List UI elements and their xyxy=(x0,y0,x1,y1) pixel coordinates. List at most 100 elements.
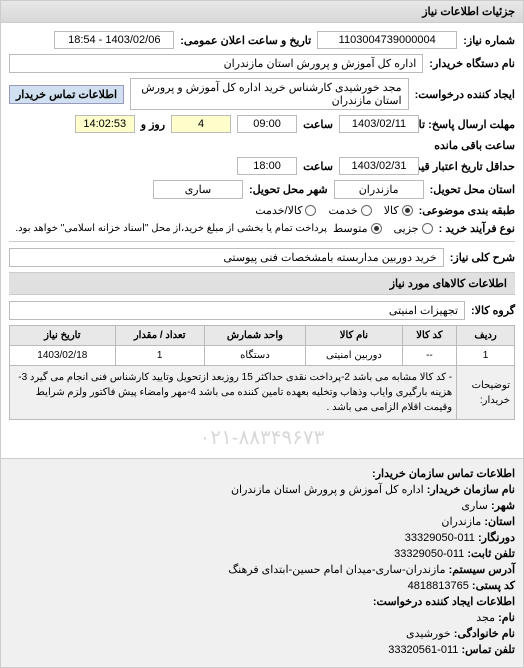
req-title-label: اطلاعات ایجاد کننده درخواست: xyxy=(373,596,515,608)
row-group: گروه کالا: تجهیزات امنیتی xyxy=(9,301,515,320)
deadline-date: 1403/02/11 xyxy=(339,115,419,133)
cell-unit: دستگاه xyxy=(204,346,305,366)
contact-fax-label: دورنگار: xyxy=(478,532,515,544)
deadline-label: مهلت ارسال پاسخ: تا تاریخ: xyxy=(425,118,515,131)
contact-province-label: استان: xyxy=(484,516,515,528)
contact-org-value: اداره کل آموزش و پرورش استان مازندران xyxy=(231,484,424,496)
req-surname-value: خورشیدی xyxy=(406,628,451,640)
cell-date: 1403/02/18 xyxy=(10,346,116,366)
number-value: 1103004739000004 xyxy=(317,31,457,49)
group-label: گروه کالا: xyxy=(471,304,515,317)
col-row: ردیف xyxy=(457,326,515,346)
contact-title: اطلاعات تماس سازمان خریدار: xyxy=(9,467,515,480)
row-buyer-org: نام دستگاه خریدار: اداره کل آموزش و پرور… xyxy=(9,54,515,73)
row-procurement: نوع فرآیند خرید : جزیی متوسط پرداخت تمام… xyxy=(9,222,515,235)
divider-1 xyxy=(9,241,515,242)
procurement-note: پرداخت تمام یا بخشی از مبلغ خرید،از محل … xyxy=(15,223,327,234)
items-table: ردیف کد کالا نام کالا واحد شمارش تعداد /… xyxy=(9,325,515,420)
radio-partial[interactable]: جزیی xyxy=(394,222,433,235)
deadline-time: 09:00 xyxy=(237,115,297,133)
col-qty: تعداد / مقدار xyxy=(115,326,204,346)
contact-org-label: نام سازمان خریدار: xyxy=(427,484,515,496)
category-label: طبقه بندی موضوعی: xyxy=(419,204,515,217)
req-name: نام: مجد xyxy=(9,611,515,624)
details-panel: جزئیات اطلاعات نیاز شماره نیاز: 11030047… xyxy=(0,0,524,668)
row-category: طبقه بندی موضوعی: کالا خدمت کالا/خدمت xyxy=(9,204,515,217)
radio-goods[interactable]: کالا xyxy=(384,204,413,217)
contact-address: آدرس سیستم: مازندران-ساری-میدان امام حسی… xyxy=(9,563,515,576)
table-header-row: ردیف کد کالا نام کالا واحد شمارش تعداد /… xyxy=(10,326,515,346)
panel-title: جزئیات اطلاعات نیاز xyxy=(1,1,523,23)
contact-phone-value: 011-33329050 xyxy=(394,548,464,560)
contact-fax-value: 011-33329050 xyxy=(405,532,475,544)
radio-both[interactable]: کالا/خدمت xyxy=(255,204,316,217)
contact-title-label: اطلاعات تماس سازمان خریدار: xyxy=(372,468,515,480)
radio-service-icon xyxy=(361,205,372,216)
row-number: شماره نیاز: 1103004739000004 تاریخ و ساع… xyxy=(9,31,515,49)
note-label: توضیحات خریدار: xyxy=(457,366,515,420)
contact-postal: کد پستی: 4818813765 xyxy=(9,579,515,592)
procurement-radio-group: جزیی متوسط xyxy=(333,222,433,235)
contact-section: اطلاعات تماس سازمان خریدار: نام سازمان خ… xyxy=(1,458,523,667)
radio-both-icon xyxy=(305,205,316,216)
time-label-2: ساعت xyxy=(303,160,333,173)
radio-service[interactable]: خدمت xyxy=(328,204,371,217)
col-name: نام کالا xyxy=(306,326,403,346)
contact-info-button[interactable]: اطلاعات تماس خریدار xyxy=(9,85,124,104)
category-radio-group: کالا خدمت کالا/خدمت xyxy=(255,204,412,217)
city-label: شهر محل تحویل: xyxy=(249,183,328,196)
items-section-title: اطلاعات کالاهای مورد نیاز xyxy=(9,272,515,295)
radio-partial-label: جزیی xyxy=(394,222,419,235)
requester-value: مجد خورشیدی کارشناس خرید اداره کل آموزش … xyxy=(130,78,409,110)
desc-value: خرید دوربین مداربسته بامشخصات فنی پیوستی xyxy=(9,248,444,267)
panel-body: شماره نیاز: 1103004739000004 تاریخ و ساع… xyxy=(1,23,523,458)
contact-fax: دورنگار: 011-33329050 xyxy=(9,531,515,544)
radio-goods-label: کالا xyxy=(384,204,399,217)
radio-medium[interactable]: متوسط xyxy=(333,222,382,235)
row-validity: حداقل تاریخ اعتبار قیمت: تا تاریخ: 1403/… xyxy=(9,157,515,175)
col-unit: واحد شمارش xyxy=(204,326,305,346)
note-row: توضیحات خریدار: - کد کالا مشابه می باشد … xyxy=(10,366,515,420)
req-surname: نام خانوادگی: خورشیدی xyxy=(9,627,515,640)
contact-city: شهر: ساری xyxy=(9,499,515,512)
validity-label: حداقل تاریخ اعتبار قیمت: تا تاریخ: xyxy=(425,160,515,173)
remaining-days: 4 xyxy=(171,115,231,133)
validity-time: 18:00 xyxy=(237,157,297,175)
cell-name: دوربین امنیتی xyxy=(306,346,403,366)
requester-label: ایجاد کننده درخواست: xyxy=(415,88,515,101)
row-description: شرح کلی نیاز: خرید دوربین مداربسته بامشخ… xyxy=(9,248,515,267)
state-value: مازندران xyxy=(334,180,424,199)
desc-label: شرح کلی نیاز: xyxy=(450,251,515,264)
req-surname-label: نام خانوادگی: xyxy=(454,628,515,640)
contact-phone-label: تلفن ثابت: xyxy=(467,548,515,560)
contact-postal-label: کد پستی: xyxy=(472,580,515,592)
cell-code: -- xyxy=(402,346,456,366)
radio-medium-label: متوسط xyxy=(333,222,368,235)
number-label: شماره نیاز: xyxy=(463,34,515,47)
datetime-value: 1403/02/06 - 18:54 xyxy=(54,31,174,49)
time-label-1: ساعت xyxy=(303,118,333,131)
watermark: ۰۲۱-۸۸۳۴۹۶۷۳ xyxy=(9,425,515,450)
contact-phone: تلفن ثابت: 011-33329050 xyxy=(9,547,515,560)
radio-medium-icon xyxy=(371,223,382,234)
req-title: اطلاعات ایجاد کننده درخواست: xyxy=(9,595,515,608)
req-phone-value: 011-33320561 xyxy=(388,644,458,656)
contact-city-label: شهر: xyxy=(491,500,515,512)
group-value: تجهیزات امنیتی xyxy=(9,301,465,320)
req-phone: تلفن تماس: 011-33320561 xyxy=(9,643,515,656)
req-phone-label: تلفن تماس: xyxy=(461,644,515,656)
radio-goods-icon xyxy=(402,205,413,216)
note-text: - کد کالا مشابه می باشد 2-پرداخت نقدی حد… xyxy=(10,366,457,420)
table-row: 1 -- دوربین امنیتی دستگاه 1 1403/02/18 xyxy=(10,346,515,366)
contact-address-label: آدرس سیستم: xyxy=(449,564,515,576)
contact-province-value: مازندران xyxy=(441,516,481,528)
datetime-label: تاریخ و ساعت اعلان عمومی: xyxy=(180,34,311,47)
state-label: استان محل تحویل: xyxy=(430,183,515,196)
row-deadline: مهلت ارسال پاسخ: تا تاریخ: 1403/02/11 سا… xyxy=(9,115,515,152)
col-date: تاریخ نیاز xyxy=(10,326,116,346)
radio-service-label: خدمت xyxy=(328,204,357,217)
row-location: استان محل تحویل: مازندران شهر محل تحویل:… xyxy=(9,180,515,199)
radio-both-label: کالا/خدمت xyxy=(255,204,302,217)
contact-province: استان: مازندران xyxy=(9,515,515,528)
contact-city-value: ساری xyxy=(461,500,488,512)
